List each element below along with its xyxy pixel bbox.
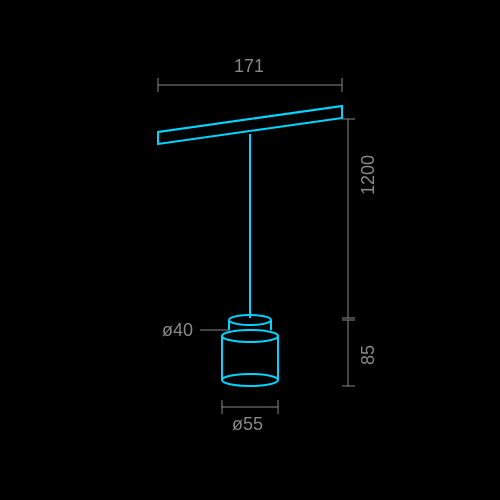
diameter-55-label: ø55: [232, 414, 263, 435]
track-width-label: 171: [234, 56, 264, 77]
cable-length-label: 1200: [358, 155, 379, 195]
width-dimension: [158, 78, 342, 92]
lamp-height-dimension: [342, 320, 355, 386]
cable-dimension: [342, 119, 355, 318]
diameter-55-dimension: [222, 400, 278, 414]
lamp-height-label: 85: [358, 345, 379, 365]
diameter-40-label: ø40: [162, 320, 193, 341]
lamp-body: [222, 330, 278, 386]
